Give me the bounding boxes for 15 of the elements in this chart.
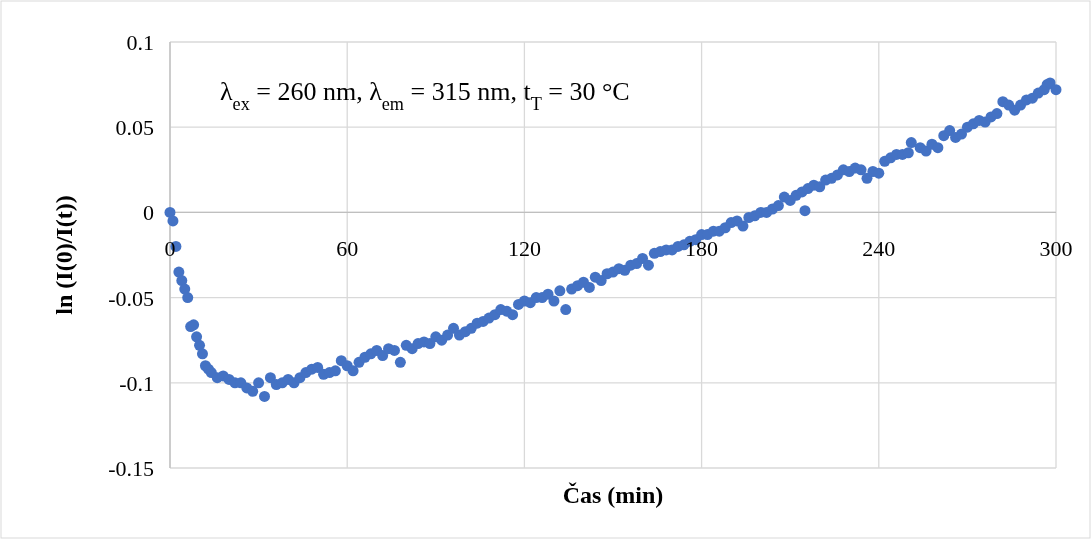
y-tick-label: -0.05	[108, 285, 154, 311]
y-tick-label: 0.05	[115, 115, 154, 141]
x-tick-label: 60	[336, 236, 359, 262]
x-tick-label: 0	[164, 236, 176, 262]
y-axis-title: ln (I(0)/I(t))	[51, 195, 77, 315]
x-tick-label: 180	[685, 236, 719, 262]
annotation: λ$_{ex}$ = 260 nm, λ$_{em}$ = 315 nm, t$_{T}$ = 30 °C	[220, 77, 630, 114]
y-tick-label: 0	[143, 200, 154, 226]
x-axis-title: Čas (min)	[562, 482, 664, 508]
x-tick-label: 240	[862, 236, 896, 262]
x-tick-label: 300	[1039, 236, 1073, 262]
y-tick-label: -0.1	[119, 370, 154, 396]
x-tick-label: 120	[507, 236, 541, 262]
y-tick-label: 0.1	[126, 30, 154, 55]
y-tick-label: -0.15	[108, 456, 154, 481]
